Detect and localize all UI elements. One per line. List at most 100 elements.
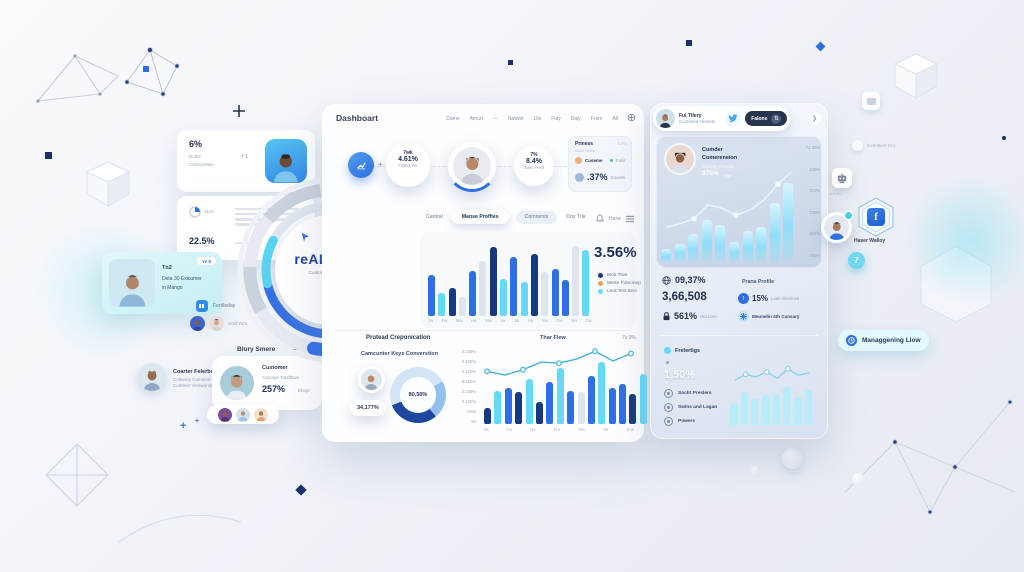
- stat-delta: +1: [241, 154, 248, 160]
- robot-chip[interactable]: [832, 168, 852, 188]
- bar: [674, 243, 685, 262]
- nav-item[interactable]: Natwet: [507, 116, 524, 122]
- stat-circle-2[interactable]: 7% 8.4% Juet. Arell: [514, 146, 554, 186]
- day-chip[interactable]: Ferrlleday: [196, 300, 235, 312]
- user-bubble[interactable]: [821, 212, 852, 243]
- bottom-header: Frelertigs: [675, 347, 701, 354]
- main-panel: Dashboart Dame Amurt — Natwet Lile Fuly Daly Fr…: [322, 104, 647, 442]
- sort-icon[interactable]: ⇅: [771, 113, 782, 124]
- tab-manse-proffies-active[interactable]: Manse Proffies: [451, 210, 509, 224]
- profile-subtitle: Cepecty Fluwees: [702, 164, 735, 169]
- list-item: 330%: [809, 166, 820, 172]
- col2-title: Prana Profile: [742, 279, 775, 285]
- bottom-item-3[interactable]: Powers: [664, 417, 695, 426]
- bottom-item3-label: Powers: [678, 419, 696, 424]
- list-item: Aw: [470, 318, 477, 323]
- profile-name1: Cumder: [702, 147, 723, 153]
- bell-icon[interactable]: [596, 214, 605, 223]
- user-chip[interactable]: Ful Tifery Custoned Yeseets Falons ⇅: [653, 106, 791, 131]
- list-item: Jw: [428, 318, 434, 323]
- avatar-group[interactable]: [207, 405, 279, 424]
- bar: [742, 230, 753, 262]
- chart-line-icon: [356, 161, 366, 169]
- list-item: Mw: [485, 318, 492, 323]
- photo-chip[interactable]: [862, 92, 880, 110]
- falons-button[interactable]: Falons ⇅: [745, 111, 788, 126]
- nav-item[interactable]: Amurt: [469, 116, 483, 122]
- list-item: 2.100%: [461, 368, 476, 374]
- sphere-decoration: [852, 473, 865, 486]
- list-item: Jw: [500, 318, 506, 323]
- dot-decoration: [1002, 136, 1006, 140]
- bar: [619, 383, 627, 424]
- promess-title: Prmess: [575, 141, 594, 147]
- avatar: [656, 109, 675, 128]
- list-item: 160%: [809, 252, 820, 258]
- nav-item[interactable]: Dame: [446, 116, 460, 122]
- sparkle-decoration: [233, 105, 245, 117]
- badge-icon: [852, 140, 863, 151]
- notification-bubble[interactable]: 7: [848, 252, 865, 269]
- list-item: 130%: [809, 209, 820, 215]
- list-item: 8.160%: [461, 378, 476, 384]
- nav-item[interactable]: Lile: [533, 116, 542, 122]
- grid-icon[interactable]: [626, 215, 634, 223]
- list-item: Nw: [571, 318, 578, 323]
- tab-right-label[interactable]: Hane: [609, 215, 621, 222]
- blur-card[interactable]: Customer Carvege Tatalfnws 257% Ebopr: [212, 356, 322, 410]
- bar: [751, 399, 759, 425]
- nav-item[interactable]: —: [492, 116, 498, 122]
- facebook-icon: f: [867, 208, 885, 226]
- bottom-item1-label: Socht Preslers: [678, 391, 712, 396]
- bar: [500, 278, 508, 316]
- kpi-icon[interactable]: [348, 152, 374, 178]
- chevron-right-icon[interactable]: ❯: [808, 112, 821, 125]
- stat-circle-1[interactable]: 7wk 4.61% Fated Yer: [386, 143, 430, 187]
- stat-card[interactable]: 6% Dulrte Comroretion +1: [177, 130, 315, 192]
- bottom-header-row: Frelertigs: [664, 347, 700, 354]
- bottom-item-1[interactable]: Socht Preslers: [664, 389, 712, 398]
- promess-badge: 8.5%: [617, 141, 627, 146]
- lock-icon: [663, 312, 670, 321]
- snowflake-icon: [738, 311, 749, 322]
- highlight-badge: Ye 8: [196, 257, 216, 265]
- nav-item[interactable]: From: [590, 116, 603, 122]
- promess-card[interactable]: Prmess 8.5% Sarni Neme Cuseme Folls .37%…: [568, 136, 632, 192]
- cyan-dot: [664, 347, 671, 354]
- list-item: Fs: [484, 427, 489, 432]
- tab-doy-trle[interactable]: Doy Trle: [566, 214, 586, 220]
- falons-label: Falons: [751, 115, 768, 122]
- avatar-wrap: [358, 366, 385, 393]
- nav-item[interactable]: Fuly: [551, 116, 561, 122]
- manage-button[interactable]: Managgening Llow: [838, 330, 929, 351]
- tab-comnents[interactable]: Comnents: [515, 210, 558, 224]
- chart-icon: [196, 300, 208, 312]
- bar: [587, 376, 595, 424]
- nav-item[interactable]: All: [612, 116, 618, 122]
- facebook-badge[interactable]: f: [857, 197, 895, 237]
- cube-decoration: [85, 161, 131, 207]
- tab-cantral[interactable]: Cantral: [426, 214, 443, 220]
- facebook-label: Haser Walloy: [854, 238, 886, 244]
- stat-row-3: 561% Wo Lom: [662, 311, 717, 321]
- manage-button-label: Managgening Llow: [862, 337, 921, 344]
- promess-row2-label: Dowels: [610, 174, 626, 180]
- stat-label: Dulrte: [189, 154, 202, 159]
- stat-avatar-wrap[interactable]: [446, 142, 498, 192]
- list-item: 5.180%: [461, 358, 476, 364]
- promess-row2-value: .37%: [587, 172, 608, 182]
- bar: [458, 297, 466, 316]
- collab-note: Coarter Felerbonation Colwowy Cumnien Co…: [173, 369, 268, 388]
- bottom-item-2[interactable]: Swins and Lagan: [664, 403, 717, 412]
- team-chip[interactable]: Sold Yom: [190, 316, 247, 331]
- tiny-dot: [666, 361, 669, 364]
- page-title: Dashboart: [336, 113, 379, 123]
- twitter-icon[interactable]: [725, 110, 742, 127]
- network-lines-decoration: [844, 399, 1016, 515]
- bar: [567, 390, 575, 424]
- stat-value: 6%: [189, 139, 203, 149]
- top-nav: Dame Amurt — Natwet Lile Fuly Daly From All: [446, 116, 618, 122]
- list-item: 310%: [809, 188, 820, 194]
- target-settings-icon[interactable]: ⊕: [626, 112, 636, 124]
- nav-item[interactable]: Daly: [570, 116, 581, 122]
